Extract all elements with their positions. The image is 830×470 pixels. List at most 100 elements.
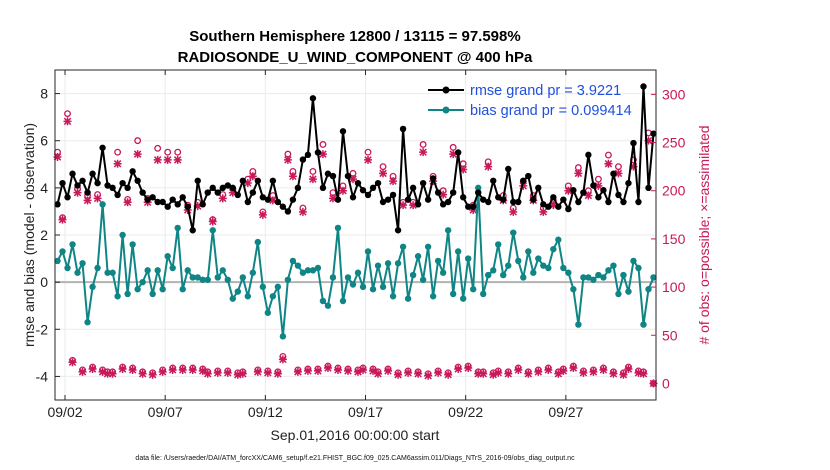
bias-point	[114, 293, 121, 300]
rmse-point	[179, 194, 186, 201]
bias-point	[349, 281, 357, 288]
rmse-point	[314, 149, 322, 156]
asterisk-glyph	[248, 172, 257, 181]
obs-assimilated-marker	[253, 367, 262, 376]
asterisk-glyph	[108, 369, 117, 378]
rmse-point	[279, 203, 287, 210]
rmse-point	[580, 189, 587, 196]
asterisk-glyph	[323, 364, 332, 373]
asterisk-glyph	[604, 159, 613, 168]
rmse-point	[109, 184, 116, 192]
rmse-point	[545, 203, 552, 210]
obs-possible-marker	[134, 137, 142, 145]
obs-assimilated-marker	[248, 172, 257, 181]
rmse-point	[84, 189, 91, 196]
asterisk-glyph	[148, 370, 157, 379]
y-axis-ticks: -4 -2 0 2 4 6 8	[36, 86, 60, 384]
asterisk-glyph	[594, 181, 603, 190]
x-axis-ticks: 09/02 09/07 09/12 09/17 09/22 09/27	[47, 70, 584, 420]
rmse-point	[625, 179, 632, 187]
rmse-point	[495, 194, 502, 201]
obs-assimilated-marker	[58, 215, 67, 224]
obs-assimilated-marker	[298, 207, 307, 216]
rmse-point	[575, 198, 582, 206]
asterisk-glyph	[83, 196, 92, 205]
rmse-point	[159, 198, 166, 206]
rmse-point	[89, 170, 96, 177]
asterisk-glyph	[313, 366, 322, 375]
asterisk-glyph	[293, 367, 302, 376]
bias-point	[214, 274, 221, 281]
asterisk-glyph	[459, 165, 468, 174]
asterisk-glyph	[263, 368, 272, 377]
obs-count-markers	[53, 110, 658, 388]
obs-assimilated-marker	[534, 367, 543, 376]
rmse-point	[490, 177, 497, 184]
obs-assimilated-marker	[439, 190, 448, 199]
asterisk-glyph	[454, 364, 463, 373]
bias-point	[64, 264, 71, 272]
obs-assimilated-marker	[449, 150, 458, 159]
obs-assimilated-marker	[338, 186, 347, 195]
obs-assimilated-marker	[73, 188, 82, 197]
obs-assimilated-marker	[504, 369, 513, 378]
asterisk-glyph	[494, 368, 503, 377]
rmse-series	[54, 83, 657, 234]
bias-series	[54, 184, 657, 340]
rmse-point	[189, 227, 196, 234]
bias-point	[570, 286, 577, 293]
rmse-point	[254, 177, 262, 184]
obs-possible-marker	[604, 151, 612, 159]
bias-point	[129, 241, 136, 248]
y2-tick-label: 300	[662, 86, 686, 102]
rmse-point	[645, 184, 652, 192]
bias-point	[84, 319, 91, 326]
bias-point	[439, 269, 447, 276]
asterisk-glyph	[644, 136, 653, 145]
bias-point	[164, 253, 171, 260]
obs-assimilated-marker	[609, 369, 618, 378]
asterisk-glyph	[389, 177, 398, 186]
bias-point	[139, 278, 146, 286]
x-tick-label: 09/12	[248, 404, 283, 420]
obs-assimilated-marker	[544, 365, 553, 374]
rmse-point	[364, 191, 372, 199]
obs-possible-marker	[114, 148, 122, 156]
bias-point	[314, 264, 322, 272]
obs-assimilated-marker	[619, 370, 628, 379]
obs-assimilated-marker	[559, 366, 568, 375]
rmse-point	[424, 196, 432, 203]
obs-assimilated-marker	[243, 179, 252, 188]
obs-assimilated-marker	[399, 201, 408, 210]
rmse-point	[64, 194, 71, 201]
bias-point	[119, 231, 126, 239]
asterisk-glyph	[414, 369, 423, 378]
asterisk-glyph	[258, 210, 267, 219]
bias-point	[459, 295, 467, 302]
obs-possible-marker	[309, 168, 317, 175]
bias-point	[575, 321, 582, 328]
bias-point	[209, 227, 216, 234]
bias-point	[454, 248, 462, 255]
bias-point	[329, 274, 337, 281]
bias-point	[480, 290, 487, 298]
rmse-point	[615, 191, 622, 199]
rmse-point	[394, 227, 402, 234]
obs-possible-marker	[364, 148, 372, 156]
obs-assimilated-marker	[168, 365, 177, 374]
bias-point	[595, 271, 602, 279]
obs-possible-marker	[164, 148, 172, 156]
asterisk-glyph	[333, 365, 342, 374]
rmse-point	[605, 198, 612, 206]
rmse-point	[229, 184, 236, 192]
obs-assimilated-marker	[288, 172, 297, 181]
obs-assimilated-marker	[213, 368, 222, 377]
asterisk-glyph	[449, 150, 458, 159]
obs-assimilated-marker	[328, 194, 337, 203]
rmse-point	[114, 191, 121, 199]
rmse-point	[555, 203, 562, 210]
asterisk-glyph	[63, 117, 72, 126]
y2-axis-ticks: 0 50 100 150 200 250 300	[651, 86, 686, 391]
obs-assimilated-marker	[278, 355, 287, 364]
bias-point	[449, 290, 457, 298]
